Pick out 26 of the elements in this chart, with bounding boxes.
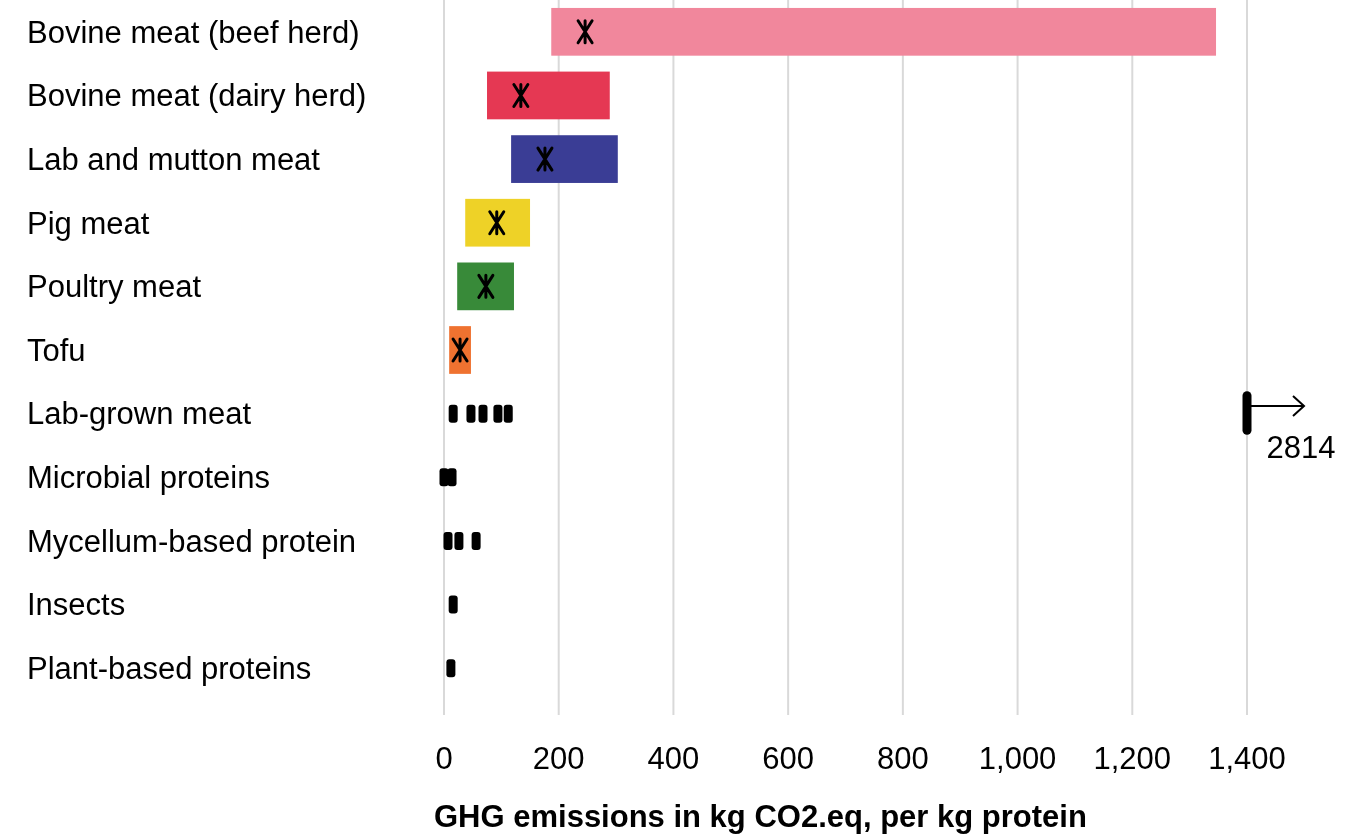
x-tick-label: 800 xyxy=(876,741,929,776)
y-tick-label: Bovine meat (dairy herd) xyxy=(27,78,367,114)
y-tick-label: Insects xyxy=(27,587,126,623)
y-tick-label: Plant-based proteins xyxy=(27,651,312,687)
bar xyxy=(465,198,531,247)
y-tick-label: Poultry meat xyxy=(27,269,202,305)
y-tick-label: Pig meat xyxy=(27,205,150,241)
x-tick-label: 400 xyxy=(647,741,700,776)
y-tick-label: Lab and mutton meat xyxy=(27,141,321,177)
x-axis-title: GHG emissions in kg CO2.eq, per kg protein xyxy=(434,799,1087,834)
y-tick-label: Microbial proteins xyxy=(27,460,270,496)
x-tick-label: 1,400 xyxy=(1208,741,1286,776)
y-tick-label: Mycellum-based protein xyxy=(27,523,357,559)
bar xyxy=(551,7,1217,56)
text: 2814 xyxy=(1266,430,1336,465)
x-tick-label: 1,200 xyxy=(1093,741,1172,776)
bar xyxy=(487,71,610,120)
y-tick-label: Lab-grown meat xyxy=(27,396,252,432)
bar xyxy=(511,135,618,183)
x-tick-label: 200 xyxy=(532,741,585,776)
bar xyxy=(457,262,514,311)
x-tick-label: 0 xyxy=(435,741,453,776)
y-tick-label: Bovine meat (beef herd) xyxy=(27,14,360,50)
y-tick-label: Tofu xyxy=(27,332,86,368)
x-tick-label: 600 xyxy=(762,741,815,776)
x-tick-label: 1,000 xyxy=(978,741,1057,776)
